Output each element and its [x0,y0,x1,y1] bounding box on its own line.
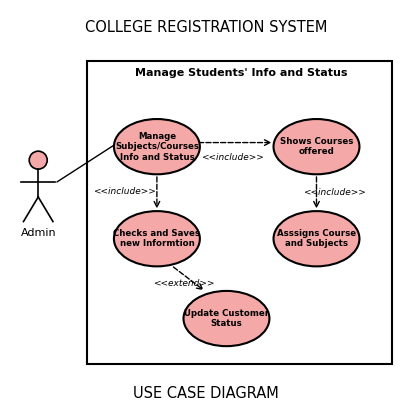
Text: Manage Students' Info and Status: Manage Students' Info and Status [135,68,347,78]
Text: <<include>>: <<include>> [304,188,366,197]
Text: Checks and Saves
new Informtion: Checks and Saves new Informtion [113,229,200,248]
Text: <<include>>: <<include>> [201,153,264,162]
Text: Update Customer
Status: Update Customer Status [184,309,269,328]
Text: USE CASE DIAGRAM: USE CASE DIAGRAM [133,386,279,401]
Circle shape [29,151,47,169]
Text: Manage
Subjects/Courses
Info and Status: Manage Subjects/Courses Info and Status [115,132,199,162]
Ellipse shape [274,211,359,267]
Ellipse shape [114,211,200,267]
Text: <<extend>>: <<extend>> [153,279,214,288]
Ellipse shape [183,291,269,346]
Text: Asssigns Course
and Subjects: Asssigns Course and Subjects [277,229,356,248]
Text: <<include>>: <<include>> [93,187,156,196]
Text: Shows Courses
offered: Shows Courses offered [280,137,353,157]
FancyBboxPatch shape [87,61,392,363]
Ellipse shape [114,119,200,174]
Text: Admin: Admin [21,227,56,238]
Text: COLLEGE REGISTRATION SYSTEM: COLLEGE REGISTRATION SYSTEM [85,21,327,35]
Ellipse shape [274,119,359,174]
